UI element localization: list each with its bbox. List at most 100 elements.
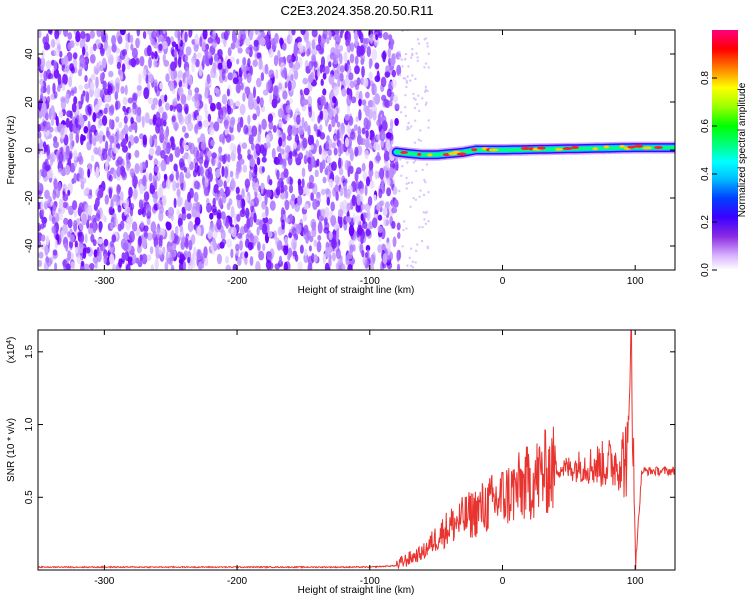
- spectrogram-noise-cell: [359, 32, 364, 44]
- spectrogram-noise-cell: [386, 179, 391, 186]
- spectrogram-noise-cell: [267, 218, 273, 225]
- spectrogram-noise-cell: [165, 147, 170, 154]
- spectrogram-noise-cell: [304, 248, 308, 257]
- spectrogram-noise-cell: [223, 119, 229, 126]
- spectrogram-noise-cell: [246, 217, 251, 230]
- spectrogram-noise-cell: [92, 221, 97, 234]
- spectrogram-noise-cell: [49, 30, 53, 36]
- spectrogram-noise-cell: [162, 246, 166, 255]
- spectrogram-noise-cell: [139, 254, 143, 262]
- spectrogram-noise-cell: [166, 156, 170, 165]
- spectrogram-noise-cell: [393, 199, 399, 208]
- spectrogram-noise-cell: [350, 42, 355, 53]
- spectrogram-noise-cell: [298, 125, 304, 136]
- spectrogram-noise-cell: [313, 123, 318, 132]
- spectrogram-noise-cell: [374, 170, 379, 180]
- spectrogram-noise-cell: [256, 241, 261, 251]
- spectrogram-signal-peak: [456, 152, 467, 156]
- spectrogram-noise-cell: [341, 30, 345, 34]
- spectrogram-noise-cell: [117, 223, 123, 232]
- spectrogram-noise-cell: [265, 134, 270, 144]
- spectrogram-noise-cell: [344, 113, 350, 121]
- spectrogram-noise-cell: [417, 138, 420, 141]
- spectrogram-noise-cell: [54, 262, 58, 270]
- spectrogram-noise-cell: [313, 61, 318, 68]
- spectrogram-noise-cell: [278, 82, 283, 90]
- spectrogram-noise-cell: [200, 133, 205, 141]
- spectrogram-noise-cell: [283, 168, 289, 179]
- spectrogram-noise-cell: [188, 74, 193, 86]
- spectrogram-noise-cell: [230, 42, 236, 50]
- spectrogram-noise-cell: [291, 30, 296, 36]
- spectrogram-noise-cell: [287, 124, 293, 136]
- spectrogram-noise-cell: [343, 51, 348, 63]
- spectrogram-noise-cell: [400, 58, 403, 61]
- spectrogram-noise-cell: [173, 197, 177, 209]
- spectrogram-noise-cell: [173, 49, 178, 57]
- spectrogram-noise-cell: [118, 122, 123, 128]
- spectrogram-noise-cell: [235, 170, 240, 180]
- spectrogram-noise-cell: [136, 244, 142, 254]
- spectrogram-noise-cell: [361, 162, 366, 172]
- spectrogram-signal-peak: [554, 147, 563, 151]
- spectrogram-noise-cell: [145, 204, 152, 213]
- spectrogram-noise-cell: [345, 216, 352, 223]
- spectrogram-noise-cell: [213, 53, 219, 62]
- spectrogram-noise-cell: [180, 93, 187, 105]
- spectrogram-noise-cell: [341, 199, 348, 210]
- spectrogram-noise-cell: [201, 39, 207, 51]
- spectrogram-noise-cell: [84, 83, 90, 90]
- spectrogram-noise-cell: [327, 149, 332, 156]
- spectrogram-noise-cell: [423, 218, 426, 221]
- spectrogram-noise-cell: [102, 148, 108, 161]
- spectrogram-noise-cell: [236, 58, 240, 65]
- spectrogram-noise-cell: [242, 164, 247, 173]
- spectrogram-noise-cell: [265, 189, 272, 198]
- spectrogram-noise-cell: [309, 144, 314, 150]
- spectrogram-noise-cell: [406, 161, 409, 164]
- spectrogram-noise-cell: [206, 202, 212, 213]
- spectrogram-noise-cell: [322, 176, 327, 184]
- spectrogram-noise-cell: [365, 129, 369, 139]
- spectrogram-noise-cell: [286, 134, 292, 141]
- spectrogram-noise-cell: [269, 200, 276, 211]
- spectrogram-noise-cell: [316, 240, 322, 253]
- spectrogram-signal-peak: [627, 145, 636, 149]
- spectrogram-noise-cell: [285, 104, 291, 114]
- spectrogram-noise-cell: [52, 189, 57, 200]
- spectrogram-noise-cell: [155, 111, 161, 122]
- spectrogram-noise-cell: [255, 261, 261, 270]
- spectrogram-noise-cell: [334, 175, 340, 185]
- spectrogram-noise-cell: [159, 131, 165, 144]
- spectrogram-noise-cell: [281, 219, 285, 230]
- spectrogram-noise-cell: [138, 73, 142, 85]
- spectrogram-noise-cell: [184, 31, 188, 43]
- spectrogram-noise-cell: [370, 254, 376, 266]
- spectrogram-noise-cell: [404, 114, 407, 118]
- spectrogram-noise-cell: [186, 94, 192, 101]
- spectrogram-noise-cell: [117, 185, 122, 193]
- spectrogram-noise-cell: [301, 117, 305, 129]
- spectrogram-noise-cell: [113, 217, 118, 228]
- spectrogram-noise-cell: [80, 30, 86, 40]
- spectrogram-noise-cell: [258, 250, 265, 261]
- spectrogram-noise-cell: [427, 220, 430, 223]
- spectrogram-noise-cell: [97, 146, 102, 157]
- spectrogram-noise-cell: [315, 139, 319, 148]
- spectrogram-noise-cell: [422, 211, 425, 214]
- spectrogram-noise-cell: [347, 31, 352, 44]
- spectrogram-noise-cell: [89, 30, 96, 39]
- spectrogram-noise-cell: [357, 224, 363, 236]
- spectrogram-noise-cell: [38, 181, 41, 192]
- spectrogram-noise-cell: [301, 178, 305, 188]
- spectrogram-noise-cell: [174, 225, 179, 236]
- spectrogram-noise-cell: [405, 182, 408, 185]
- spectrogram-noise-cell: [415, 52, 418, 55]
- spectrogram-noise-cell: [288, 184, 294, 194]
- spectrogram-noise-cell: [61, 83, 66, 92]
- spectrogram-noise-cell: [94, 87, 100, 99]
- spectrogram-noise-cell: [253, 197, 259, 207]
- colorbar-tick-label: 0.4: [700, 167, 711, 181]
- spectrogram-noise-cell: [237, 232, 243, 239]
- spectrogram-noise-cell: [425, 101, 428, 104]
